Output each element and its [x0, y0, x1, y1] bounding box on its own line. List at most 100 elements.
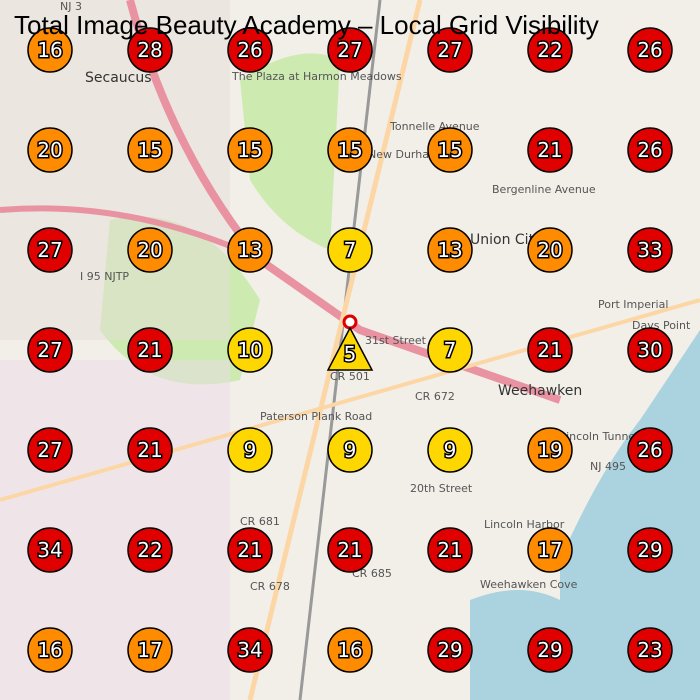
rank-marker [127, 227, 173, 273]
rank-marker [627, 427, 673, 473]
map-label: CR 678 [250, 580, 290, 593]
rank-marker [27, 27, 73, 73]
rank-value: 7 [444, 338, 457, 362]
title: Total Image Beauty Academy – Local Grid … [14, 10, 599, 40]
rank-value: 26 [637, 138, 662, 162]
rank-value: 13 [437, 238, 462, 262]
rank-marker [127, 327, 173, 373]
map-label: NJ 3 [60, 0, 82, 13]
rank-value: 9 [444, 438, 457, 462]
map-label: I 95 NJTP [80, 270, 129, 283]
map-label: Weehawken Cove [480, 578, 578, 591]
rank-value: 29 [637, 538, 662, 562]
rank-marker [227, 527, 273, 573]
map-label: New Durham [368, 148, 440, 161]
rank-value: 29 [437, 638, 462, 662]
rank-marker [27, 327, 73, 373]
map-label: Lincoln Harbor [484, 518, 565, 531]
water [470, 590, 560, 700]
rank-marker [27, 427, 73, 473]
rank-value: 19 [537, 438, 562, 462]
rank-marker [627, 527, 673, 573]
rank-marker [27, 527, 73, 573]
map-label: NJ 495 [590, 460, 626, 473]
rank-marker [427, 527, 473, 573]
rank-value: 27 [437, 38, 462, 62]
rank-marker [227, 627, 273, 673]
rank-marker [327, 127, 373, 173]
rank-value: 21 [237, 538, 262, 562]
rank-marker [327, 427, 373, 473]
rank-value: 22 [537, 38, 562, 62]
rank-value: 7 [344, 238, 357, 262]
rank-value: 9 [344, 438, 357, 462]
rank-marker [227, 327, 273, 373]
rank-value: 34 [237, 638, 262, 662]
rank-marker [327, 227, 373, 273]
rank-marker [127, 427, 173, 473]
highway [0, 205, 242, 253]
rank-value: 15 [437, 138, 462, 162]
rank-value: 21 [437, 538, 462, 562]
rank-marker [327, 27, 373, 73]
rank-value: 21 [337, 538, 362, 562]
rank-value: 20 [537, 238, 562, 262]
rank-value: 21 [137, 338, 162, 362]
water [560, 330, 700, 700]
rank-marker [227, 227, 273, 273]
rank-marker [427, 27, 473, 73]
rank-marker [427, 627, 473, 673]
map-label: Bergenline Avenue [492, 183, 596, 196]
rank-value: 21 [137, 438, 162, 462]
rank-value: 15 [137, 138, 162, 162]
rank-value: 20 [137, 238, 162, 262]
map-label: Tonnelle Avenue [389, 120, 480, 133]
rank-value: 17 [137, 638, 162, 662]
rank-value: 27 [37, 438, 62, 462]
rank-value: 26 [237, 38, 262, 62]
park [240, 53, 340, 251]
rank-marker [627, 27, 673, 73]
map-label: CR 501 [330, 370, 370, 383]
rank-marker [227, 127, 273, 173]
map-label: Weehawken [498, 383, 582, 399]
rank-marker [627, 227, 673, 273]
rank-value: 26 [637, 438, 662, 462]
map-label: Lincoln Tunnel [560, 430, 638, 443]
location-pin [342, 314, 358, 330]
map-label: CR 672 [415, 390, 455, 403]
rank-marker [527, 127, 573, 173]
rank-marker [27, 227, 73, 273]
rank-value: 16 [337, 638, 362, 662]
rank-marker [527, 627, 573, 673]
rank-value: 22 [137, 538, 162, 562]
rank-value: 29 [537, 638, 562, 662]
rank-value: 27 [337, 38, 362, 62]
map-label: The Plaza at Harmon Meadows [231, 70, 402, 83]
rank-value: 33 [637, 238, 662, 262]
rank-value: 20 [37, 138, 62, 162]
rank-value: 30 [637, 338, 662, 362]
map-label: Union City [470, 232, 542, 248]
map-label: CR 685 [352, 567, 392, 580]
rank-marker [527, 27, 573, 73]
rank-marker [27, 127, 73, 173]
grid-cells: 16 28 26 27 27 22 26 20 15 15 15 15 21 26 27 20 13 7 13 20 3… [27, 27, 673, 673]
rank-value: 16 [37, 638, 62, 662]
rank-value: 16 [37, 38, 62, 62]
map-label: CR 681 [240, 515, 280, 528]
rank-value: 10 [237, 338, 262, 362]
rank-marker [527, 427, 573, 473]
rank-marker [427, 227, 473, 273]
rank-marker [127, 627, 173, 673]
map-labels: Secaucus Union City Weehawken New Durham Ton… [60, 0, 691, 593]
road [247, 0, 423, 700]
rank-marker [327, 627, 373, 673]
rank-marker [127, 527, 173, 573]
map-label: 20th Street [410, 482, 473, 495]
rank-value: 15 [337, 138, 362, 162]
rank-marker [427, 127, 473, 173]
map-label: Port Imperial [598, 298, 668, 311]
rank-marker [326, 326, 374, 371]
